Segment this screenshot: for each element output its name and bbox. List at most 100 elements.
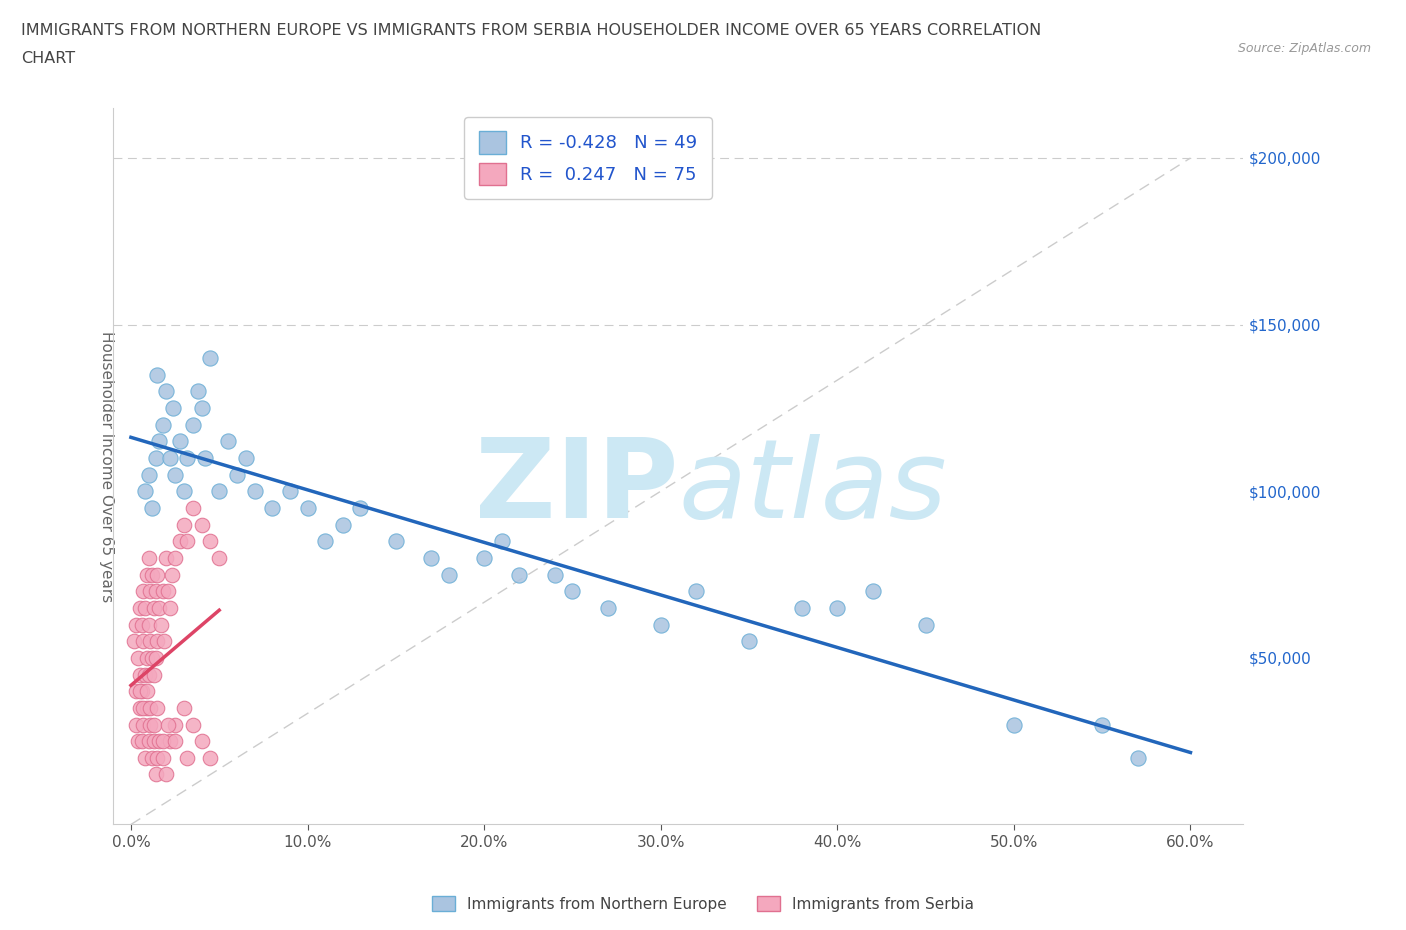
Point: [146, 367, 169, 382]
Point: [190, 401, 212, 416]
Point: [165, 551, 187, 565]
Point: [135, 650, 157, 665]
Point: [181, 500, 204, 515]
Point: [349, 500, 371, 515]
Point: [145, 650, 167, 665]
Point: [127, 650, 149, 665]
Point: [148, 601, 170, 616]
Point: [914, 618, 936, 632]
Point: [141, 751, 163, 765]
Point: [225, 467, 247, 482]
Point: [165, 467, 187, 482]
Point: [139, 700, 162, 715]
Point: [385, 534, 408, 549]
Text: Source: ZipAtlas.com: Source: ZipAtlas.com: [1237, 42, 1371, 55]
Point: [139, 584, 162, 599]
Point: [790, 601, 813, 616]
Point: [145, 767, 167, 782]
Point: [173, 484, 195, 498]
Point: [165, 734, 187, 749]
Point: [142, 667, 165, 682]
Point: [128, 667, 150, 682]
Point: [420, 551, 443, 565]
Point: [278, 484, 301, 498]
Point: [491, 534, 513, 549]
Point: [827, 601, 849, 616]
Point: [138, 551, 160, 565]
Point: [134, 601, 156, 616]
Point: [187, 384, 209, 399]
Point: [165, 717, 187, 732]
Point: [138, 734, 160, 749]
Point: [146, 751, 169, 765]
Point: [176, 534, 198, 549]
Point: [155, 384, 177, 399]
Point: [190, 517, 212, 532]
Point: [138, 467, 160, 482]
Point: [181, 717, 204, 732]
Point: [194, 450, 217, 465]
Point: [561, 584, 583, 599]
Point: [1126, 751, 1149, 765]
Point: [131, 734, 153, 749]
Point: [173, 700, 195, 715]
Point: [235, 450, 257, 465]
Point: [159, 450, 181, 465]
Point: [142, 717, 165, 732]
Point: [142, 734, 165, 749]
Point: [128, 684, 150, 698]
Legend: Immigrants from Northern Europe, Immigrants from Serbia: Immigrants from Northern Europe, Immigra…: [426, 889, 980, 918]
Point: [128, 700, 150, 715]
Point: [155, 551, 177, 565]
Point: [125, 717, 148, 732]
Point: [162, 401, 184, 416]
Y-axis label: Householder Income Over 65 years: Householder Income Over 65 years: [100, 331, 114, 602]
Point: [141, 500, 163, 515]
Point: [169, 534, 191, 549]
Point: [217, 433, 239, 448]
Point: [159, 734, 181, 749]
Point: [190, 734, 212, 749]
Point: [132, 584, 155, 599]
Point: [139, 717, 162, 732]
Point: [132, 717, 155, 732]
Point: [146, 567, 169, 582]
Point: [146, 700, 169, 715]
Point: [152, 418, 174, 432]
Point: [146, 633, 169, 648]
Point: [200, 534, 222, 549]
Point: [208, 551, 231, 565]
Point: [173, 517, 195, 532]
Point: [149, 618, 172, 632]
Point: [145, 584, 167, 599]
Point: [437, 567, 460, 582]
Point: [152, 734, 174, 749]
Point: [685, 584, 707, 599]
Point: [135, 684, 157, 698]
Text: atlas: atlas: [678, 434, 948, 541]
Point: [169, 433, 191, 448]
Point: [243, 484, 266, 498]
Point: [132, 633, 155, 648]
Point: [508, 567, 530, 582]
Point: [141, 567, 163, 582]
Point: [159, 601, 181, 616]
Text: CHART: CHART: [21, 51, 75, 66]
Point: [332, 517, 354, 532]
Point: [138, 667, 160, 682]
Point: [141, 650, 163, 665]
Point: [297, 500, 319, 515]
Point: [156, 584, 179, 599]
Point: [145, 450, 167, 465]
Point: [152, 584, 174, 599]
Point: [200, 751, 222, 765]
Point: [131, 684, 153, 698]
Point: [134, 751, 156, 765]
Point: [1002, 717, 1025, 732]
Text: ZIP: ZIP: [475, 434, 678, 541]
Point: [596, 601, 619, 616]
Point: [131, 618, 153, 632]
Point: [155, 767, 177, 782]
Point: [135, 700, 157, 715]
Point: [125, 618, 148, 632]
